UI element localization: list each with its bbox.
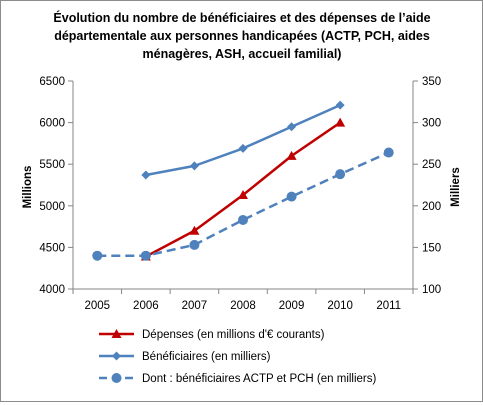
series-3-line — [97, 151, 390, 257]
series-3-point — [238, 214, 248, 225]
chart-title-line-3: ménagères, ASH, accueil familial) — [143, 47, 342, 61]
legend-item-2: Bénéficiaires (en milliers) — [99, 351, 271, 363]
series-3 — [92, 147, 394, 261]
series-3-point — [189, 239, 200, 250]
series-1-point — [189, 225, 200, 235]
right-tick-label: 100 — [422, 284, 441, 296]
legend-swatch-marker — [111, 373, 122, 383]
chart-title-line-1: Évolution du nombre de bénéficiaires et … — [53, 10, 430, 25]
series-1-point — [238, 189, 248, 199]
legend-swatch-marker — [111, 329, 122, 338]
series-3-point — [286, 191, 297, 202]
series-2-point — [335, 100, 345, 110]
legend-item-1: Dépenses (en millions d'€ courants) — [99, 329, 325, 341]
series-1 — [140, 117, 346, 261]
x-tick-label: 2011 — [376, 300, 401, 312]
left-axis-label: Millions — [22, 166, 34, 209]
left-tick-label: 5500 — [39, 159, 65, 171]
left-tick-label: 6000 — [39, 118, 65, 130]
series-1-line — [145, 121, 341, 258]
series-2-point — [287, 122, 297, 132]
left-tick-label: 4000 — [39, 284, 65, 296]
series-layer — [92, 100, 394, 261]
legend: Dépenses (en millions d'€ courants) Bénéf… — [99, 329, 377, 385]
right-tick-label: 300 — [422, 118, 441, 130]
series-2-point — [189, 161, 199, 171]
axes: 4000 4500 5000 5500 6000 6500 100 150 200 250 300 3… — [39, 76, 441, 312]
chart-title-line-2: départementale aux personnes handicapées… — [54, 29, 430, 43]
legend-label: Bénéficiaires (en milliers) — [142, 351, 271, 363]
right-tick-label: 150 — [422, 242, 441, 254]
series-1-point — [335, 117, 346, 127]
left-tick-label: 5000 — [39, 201, 65, 213]
legend-label: Dont : bénéficiaires ACTP et PCH (en mil… — [142, 373, 377, 385]
right-axis-label: Milliers — [450, 167, 462, 207]
right-tick-label: 200 — [422, 201, 441, 213]
x-tick-label: 2006 — [133, 300, 159, 312]
legend-swatch-marker — [112, 351, 121, 361]
series-3-point — [140, 250, 151, 261]
right-tick-label: 250 — [422, 159, 441, 171]
x-tick-label: 2010 — [327, 300, 353, 312]
series-2-point — [238, 143, 248, 153]
series-1-point — [286, 150, 297, 160]
series-3-point — [335, 169, 346, 180]
series-2 — [141, 100, 345, 180]
legend-item-3: Dont : bénéficiaires ACTP et PCH (en mil… — [99, 373, 377, 385]
left-tick-label: 4500 — [39, 242, 65, 254]
x-tick-label: 2007 — [182, 300, 208, 312]
x-tick-label: 2009 — [279, 300, 305, 312]
series-2-line — [145, 103, 341, 177]
series-3-point — [383, 147, 394, 158]
series-3-point — [92, 250, 103, 261]
x-tick-label: 2008 — [230, 300, 256, 312]
legend-label: Dépenses (en millions d'€ courants) — [142, 329, 325, 341]
right-tick-label: 350 — [422, 76, 441, 88]
series-2-point — [141, 170, 151, 180]
x-tick-label: 2005 — [84, 300, 110, 312]
left-tick-label: 6500 — [39, 76, 65, 88]
